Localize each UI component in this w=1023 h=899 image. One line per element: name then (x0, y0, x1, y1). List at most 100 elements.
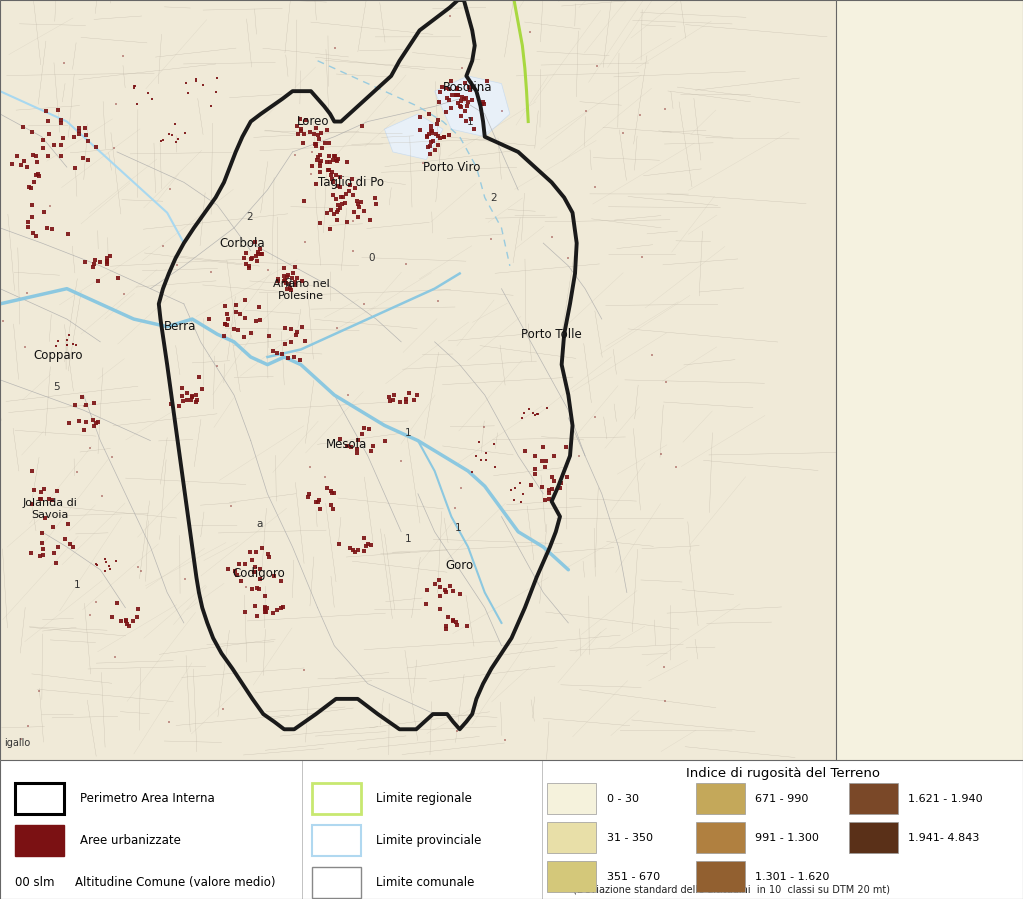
Point (414, 156, 431, 170)
Point (119, 617, 135, 631)
Point (217, 316, 233, 331)
Point (331, 170, 348, 184)
Point (153, 324, 170, 338)
Bar (696, 783, 745, 814)
Point (49, 484, 65, 498)
Point (425, 134, 441, 148)
Bar (849, 823, 898, 853)
Text: 5: 5 (53, 382, 60, 393)
Point (277, 275, 294, 289)
Point (350, 197, 366, 211)
Point (534, 454, 550, 468)
Point (462, 83, 479, 97)
Point (303, 166, 319, 181)
Point (658, 375, 674, 389)
Point (165, 128, 181, 142)
Point (58, 338, 75, 352)
Point (126, 81, 142, 95)
Point (427, 576, 443, 591)
Bar (312, 867, 361, 897)
Point (74, 389, 90, 404)
Point (503, 483, 520, 497)
Point (442, 579, 458, 593)
Bar (312, 825, 361, 856)
Point (17, 340, 34, 354)
Point (422, 135, 439, 149)
Point (539, 401, 555, 415)
Point (288, 271, 305, 285)
Point (527, 462, 543, 476)
Point (38, 103, 54, 118)
Point (98, 555, 115, 569)
Text: Perimetro Area Interna: Perimetro Area Interna (80, 792, 215, 806)
Point (339, 439, 355, 453)
Text: Goro: Goro (446, 559, 474, 573)
Point (247, 565, 263, 579)
Point (326, 148, 343, 163)
Point (344, 440, 360, 454)
Point (257, 589, 273, 603)
Point (174, 381, 190, 396)
Text: 671 - 990: 671 - 990 (755, 794, 808, 804)
Point (235, 251, 252, 265)
Text: Mesola: Mesola (326, 438, 367, 451)
Point (478, 453, 494, 467)
Point (345, 214, 361, 228)
Point (438, 622, 454, 636)
Point (37, 511, 53, 525)
Point (432, 131, 448, 146)
Point (475, 95, 491, 110)
Point (450, 88, 466, 102)
Point (248, 236, 264, 250)
Point (57, 532, 74, 547)
Point (310, 132, 326, 147)
Point (104, 450, 121, 465)
Point (525, 406, 541, 421)
Point (345, 244, 361, 258)
Point (66, 161, 83, 175)
Point (324, 153, 341, 167)
Point (265, 606, 281, 620)
Point (494, 104, 510, 119)
Point (260, 263, 276, 277)
Point (336, 191, 352, 205)
Point (8, 148, 25, 163)
Point (286, 260, 303, 274)
Point (180, 85, 196, 100)
Point (512, 476, 528, 490)
Point (330, 538, 347, 552)
Point (353, 194, 369, 209)
Point (28, 168, 44, 182)
Point (301, 487, 317, 502)
Point (275, 600, 292, 614)
Point (537, 493, 553, 507)
Point (29, 155, 45, 169)
Bar (849, 783, 898, 814)
Point (365, 439, 382, 453)
Point (254, 541, 270, 556)
Point (308, 137, 324, 151)
Point (237, 557, 254, 572)
Point (432, 573, 448, 587)
Point (190, 369, 207, 384)
Point (479, 74, 495, 88)
Point (233, 574, 250, 588)
Point (382, 389, 398, 404)
Point (327, 153, 344, 167)
Point (284, 271, 301, 285)
Text: (Deviazione standard delle altitudini  in 10  classi su DTM 20 mt): (Deviazione standard delle altitudini in… (573, 885, 890, 895)
Point (209, 85, 225, 99)
Point (88, 556, 104, 571)
Point (412, 110, 429, 124)
Point (317, 470, 333, 485)
Point (238, 246, 255, 261)
Point (422, 138, 439, 153)
Point (323, 172, 340, 186)
Point (59, 333, 76, 347)
Point (432, 580, 448, 594)
Point (318, 206, 335, 220)
Point (48, 339, 64, 353)
Text: Porto Viro: Porto Viro (422, 161, 480, 174)
Point (419, 140, 436, 155)
Point (106, 141, 123, 156)
